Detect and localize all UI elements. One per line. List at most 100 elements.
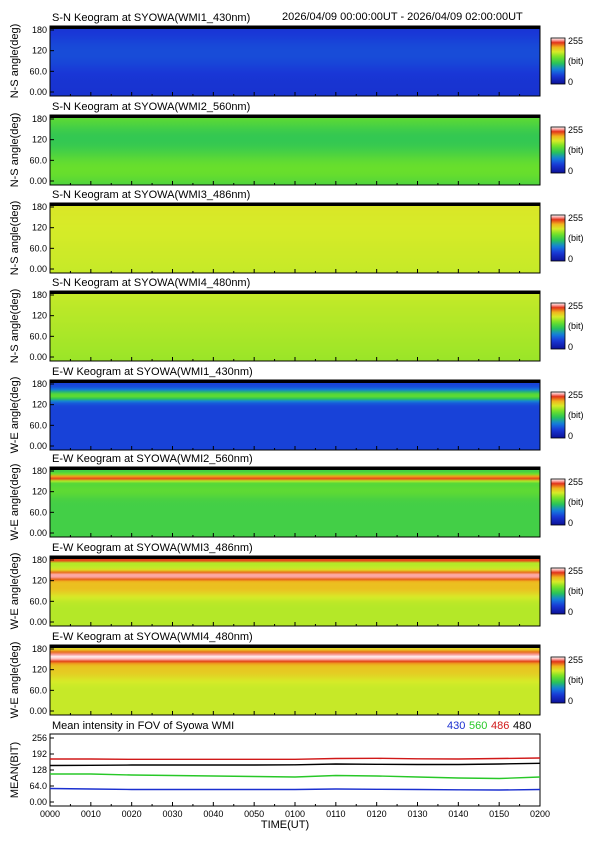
keogram-edge — [50, 26, 540, 29]
x-tick-label: 0120 — [367, 809, 387, 819]
colorbar-max: 255 — [568, 655, 583, 665]
colorbar — [550, 391, 566, 439]
y-tick-label: 60.0 — [29, 596, 47, 606]
y-tick-label: 180 — [32, 644, 47, 654]
mean-intensity-panel: Mean intensity in FOV of Syowa WMI 430 560… — [9, 720, 550, 831]
colorbar-min: 0 — [568, 518, 573, 528]
y-axis-label: W-E angle(deg) — [9, 377, 21, 454]
series-line-486 — [50, 757, 541, 760]
keogram-panel-3: S-N Keogram at SYOWA(WMI3_486nm) 180 120 60… — [9, 189, 584, 275]
keogram-panel-2: S-N Keogram at SYOWA(WMI2_560nm) 180 120 60… — [9, 101, 584, 187]
keogram-edge — [50, 556, 540, 559]
keogram-edge — [50, 291, 540, 294]
y-tick-label: 60.0 — [29, 507, 47, 517]
colorbar-unit: (bit) — [568, 410, 584, 420]
y-tick-label: 120 — [32, 576, 47, 586]
y-tick-label: 180 — [32, 290, 47, 300]
panel-title: E-W Keogram at SYOWA(WMI4_480nm) — [52, 631, 253, 643]
y-tick-label: 256 — [32, 733, 47, 743]
panel-title: S-N Keogram at SYOWA(WMI2_560nm) — [52, 101, 250, 113]
y-tick-label: 180 — [32, 555, 47, 565]
y-axis-label: W-E angle(deg) — [9, 642, 21, 719]
y-tick-label: 120 — [32, 665, 47, 675]
colorbar-max: 255 — [568, 301, 583, 311]
keogram-image — [50, 380, 540, 450]
colorbar-unit: (bit) — [568, 56, 584, 66]
colorbar-min: 0 — [568, 166, 573, 176]
y-tick-label: 60.0 — [29, 155, 47, 165]
y-tick-label: 60.0 — [29, 243, 47, 253]
y-tick-label: 60.0 — [29, 420, 47, 430]
panel-title: S-N Keogram at SYOWA(WMI4_480nm) — [52, 277, 250, 289]
keogram-image — [50, 26, 540, 96]
x-tick-label: 0020 — [122, 809, 142, 819]
y-tick-label: 180 — [32, 379, 47, 389]
y-tick-label: 120 — [32, 135, 47, 145]
legend-entry-560: 560 — [469, 720, 487, 732]
colorbar-min: 0 — [568, 607, 573, 617]
keogram-image — [50, 556, 540, 626]
plot-frame — [49, 733, 541, 807]
x-tick-label: 0140 — [448, 809, 468, 819]
colorbar-unit: (bit) — [568, 145, 584, 155]
y-tick-label: 60.0 — [29, 331, 47, 341]
legend-entry-430: 430 — [447, 720, 465, 732]
y-tick-label: 120 — [32, 223, 47, 233]
colorbar-unit: (bit) — [568, 675, 584, 685]
y-tick-label: 0.00 — [29, 264, 47, 274]
y-tick-label: 180 — [32, 114, 47, 124]
series-line-430 — [49, 787, 541, 791]
colorbar — [550, 302, 566, 350]
y-tick-label: 60.0 — [29, 685, 47, 695]
colorbar — [550, 37, 566, 85]
x-tick-label: 0130 — [407, 809, 427, 819]
colorbar-max: 255 — [568, 125, 583, 135]
y-tick-label: 0.00 — [29, 352, 47, 362]
y-tick-label: 0.00 — [29, 441, 47, 451]
legend-entry-480: 480 — [513, 720, 531, 732]
colorbar-min: 0 — [568, 254, 573, 264]
colorbar-min: 0 — [568, 696, 573, 706]
y-tick-label: 0.00 — [29, 797, 47, 807]
keogram-panel-7: E-W Keogram at SYOWA(WMI3_486nm) 180 120 60… — [9, 542, 584, 629]
keogram-image — [50, 115, 540, 185]
y-tick-label: 0.00 — [29, 176, 47, 186]
y-tick-label: 0.00 — [29, 87, 47, 97]
keogram-panel-6: E-W Keogram at SYOWA(WMI2_560nm) 180 120 60… — [9, 453, 584, 540]
x-tick-label: 0050 — [244, 809, 264, 819]
x-tick-label: 0030 — [162, 809, 182, 819]
y-tick-label: 64.0 — [29, 781, 47, 791]
panel-title: S-N Keogram at SYOWA(WMI1_430nm) — [52, 12, 250, 24]
y-tick-label: 180 — [32, 202, 47, 212]
colorbar-max: 255 — [568, 213, 583, 223]
y-tick-label: 0.00 — [29, 706, 47, 716]
x-tick-label: 0040 — [203, 809, 223, 819]
chart-title: Mean intensity in FOV of Syowa WMI — [52, 720, 234, 732]
y-tick-label: 128 — [32, 765, 47, 775]
y-axis-label: N-S angle(deg) — [9, 113, 21, 188]
keogram-image — [50, 467, 540, 537]
colorbar-max: 255 — [568, 36, 583, 46]
legend-entry-486: 486 — [491, 720, 509, 732]
keogram-edge — [50, 645, 540, 648]
y-tick-label: 120 — [32, 46, 47, 56]
y-tick-label: 180 — [32, 25, 47, 35]
colorbar-max: 255 — [568, 477, 583, 487]
y-axis-label: N-S angle(deg) — [9, 24, 21, 99]
x-tick-label: 0150 — [489, 809, 509, 819]
keogram-image — [50, 645, 540, 715]
colorbar-min: 0 — [568, 77, 573, 87]
panel-title: S-N Keogram at SYOWA(WMI3_486nm) — [52, 189, 250, 201]
panel-title: E-W Keogram at SYOWA(WMI2_560nm) — [52, 453, 253, 465]
colorbar — [550, 567, 566, 615]
colorbar-max: 255 — [568, 566, 583, 576]
keogram-panel-5: E-W Keogram at SYOWA(WMI1_430nm) 180 120 60… — [9, 366, 584, 453]
panel-title: E-W Keogram at SYOWA(WMI3_486nm) — [52, 542, 253, 554]
colorbar-unit: (bit) — [568, 233, 584, 243]
y-tick-label: 192 — [32, 749, 47, 759]
x-tick-label: 0010 — [81, 809, 101, 819]
panel-title: E-W Keogram at SYOWA(WMI1_430nm) — [52, 366, 253, 378]
colorbar — [550, 214, 566, 262]
keogram-edge — [50, 467, 540, 470]
keogram-image — [50, 203, 540, 273]
